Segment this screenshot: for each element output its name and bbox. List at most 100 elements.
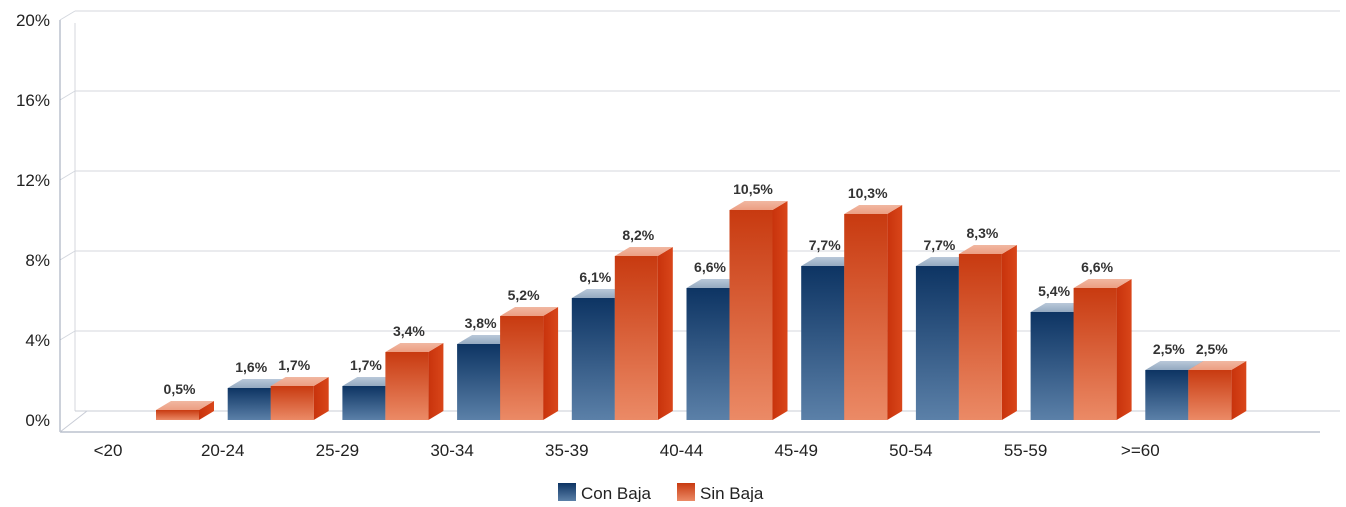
data-label-con-baja: 7,7%	[809, 237, 841, 253]
bar-side-sin-baja	[657, 247, 673, 420]
data-label-con-baja: 2,5%	[1153, 341, 1185, 357]
bar-top-sin-baja	[1188, 361, 1247, 370]
data-label-con-baja: 3,8%	[465, 315, 497, 331]
bar-front-con-baja	[571, 298, 615, 420]
bar-side-sin-baja	[199, 401, 214, 420]
bar-front-sin-baja	[385, 352, 429, 420]
bar-sin-baja	[1188, 361, 1247, 420]
legend-label-sin-baja: Sin Baja	[700, 484, 764, 502]
x-tick-label: <20	[94, 441, 123, 460]
bar-front-con-baja	[915, 266, 959, 420]
bar-sin-baja	[958, 245, 1017, 420]
bar-top-con-baja	[1145, 361, 1204, 370]
data-label-con-baja: 7,7%	[923, 237, 955, 253]
bar-sin-baja	[156, 401, 214, 420]
y-tick-label: 12%	[16, 171, 50, 190]
data-label-sin-baja: 6,6%	[1081, 259, 1113, 275]
data-label-con-baja: 5,4%	[1038, 283, 1070, 299]
bar-front-sin-baja	[614, 256, 658, 420]
bar-front-con-baja	[457, 344, 501, 420]
bar-sin-baja	[844, 205, 903, 420]
data-label-con-baja: 6,1%	[579, 269, 611, 285]
data-label-sin-baja: 8,3%	[966, 225, 998, 241]
bar-front-sin-baja	[1073, 288, 1117, 420]
y-tick-label: 8%	[25, 251, 50, 270]
bar-top-sin-baja	[844, 205, 903, 214]
floor-left-edge	[59, 410, 88, 433]
bar-front-con-baja	[1145, 370, 1189, 420]
bar-side-sin-baja	[772, 201, 788, 420]
bar-top-sin-baja	[729, 201, 788, 210]
gridline-wall	[59, 90, 76, 101]
legend: Con Baja Sin Baja	[558, 483, 764, 503]
bar-top-sin-baja	[270, 377, 329, 386]
gridline-wall	[59, 330, 76, 341]
bar-front-sin-baja	[729, 210, 773, 420]
y-tick-label: 20%	[16, 11, 50, 30]
data-label-sin-baja: 1,7%	[278, 357, 310, 373]
data-label-sin-baja: 0,5%	[164, 381, 196, 397]
bar-top-sin-baja	[385, 343, 444, 352]
data-label-con-baja: 6,6%	[694, 259, 726, 275]
x-tick-label: 40-44	[660, 441, 703, 460]
x-tick-label: >=60	[1121, 441, 1160, 460]
data-label-con-baja: 1,6%	[235, 359, 267, 375]
bar-sin-baja	[614, 247, 673, 420]
bar-front-sin-baja	[270, 386, 314, 420]
data-label-sin-baja: 10,5%	[733, 181, 773, 197]
bar-sin-baja	[385, 343, 444, 420]
bar-top-sin-baja	[614, 247, 673, 256]
bar-front-sin-baja	[156, 410, 199, 420]
data-label-sin-baja: 8,2%	[622, 227, 654, 243]
data-label-con-baja: 1,7%	[350, 357, 382, 373]
gridline-wall	[59, 250, 76, 261]
bar-front-con-baja	[686, 288, 730, 420]
bar-front-con-baja	[227, 388, 271, 420]
bar-side-sin-baja	[428, 343, 444, 420]
bar-front-con-baja	[1030, 312, 1074, 420]
y-tick-label: 16%	[16, 91, 50, 110]
x-tick-label: 25-29	[316, 441, 359, 460]
bar-top-sin-baja	[958, 245, 1017, 254]
bar-front-sin-baja	[844, 214, 888, 420]
data-labels-layer: 0,5% 1,6% 1,7% 1,7% 3,4% 3,8% 5,2% 6,1% 8,2% 6,6%…	[164, 181, 1229, 397]
bar-front-sin-baja	[958, 254, 1002, 420]
bar-top-sin-baja	[1073, 279, 1132, 288]
data-label-sin-baja: 10,3%	[848, 185, 888, 201]
data-label-sin-baja: 5,2%	[508, 287, 540, 303]
bar-top-sin-baja	[156, 401, 214, 410]
bar-front-sin-baja	[1188, 370, 1232, 420]
bar-front-con-baja	[801, 266, 845, 420]
data-label-sin-baja: 2,5%	[1196, 341, 1228, 357]
x-tick-label: 45-49	[774, 441, 817, 460]
y-tick-label: 4%	[25, 331, 50, 350]
bar-front-sin-baja	[500, 316, 544, 420]
bar-sin-baja	[500, 307, 559, 420]
x-tick-label: 20-24	[201, 441, 244, 460]
bar-side-sin-baja	[1001, 245, 1017, 420]
axis-layer: 0% 4% 8% 12% 16% 20% <20 20-24 25-29 30-34 35-39 40…	[16, 11, 1340, 460]
legend-label-con-baja: Con Baja	[581, 484, 651, 502]
x-tick-label: 35-39	[545, 441, 588, 460]
gridline-wall	[59, 10, 76, 21]
x-tick-label: 50-54	[889, 441, 932, 460]
bar-sin-baja	[270, 377, 329, 420]
bar-side-sin-baja	[313, 377, 329, 420]
x-tick-label: 55-59	[1004, 441, 1047, 460]
bar-side-sin-baja	[887, 205, 903, 420]
bar-front-con-baja	[342, 386, 386, 420]
y-tick-label: 0%	[25, 411, 50, 430]
gridline-wall	[59, 170, 76, 181]
bar-sin-baja	[1073, 279, 1132, 420]
legend-swatch-con-baja	[558, 483, 576, 501]
bar-sin-baja	[729, 201, 788, 420]
x-tick-label: 30-34	[430, 441, 473, 460]
bars-layer	[156, 201, 1247, 420]
bar-side-sin-baja	[1231, 361, 1247, 420]
bar-side-sin-baja	[543, 307, 559, 420]
bar-top-sin-baja	[500, 307, 559, 316]
bar-side-sin-baja	[1116, 279, 1132, 420]
legend-swatch-sin-baja	[677, 483, 695, 501]
